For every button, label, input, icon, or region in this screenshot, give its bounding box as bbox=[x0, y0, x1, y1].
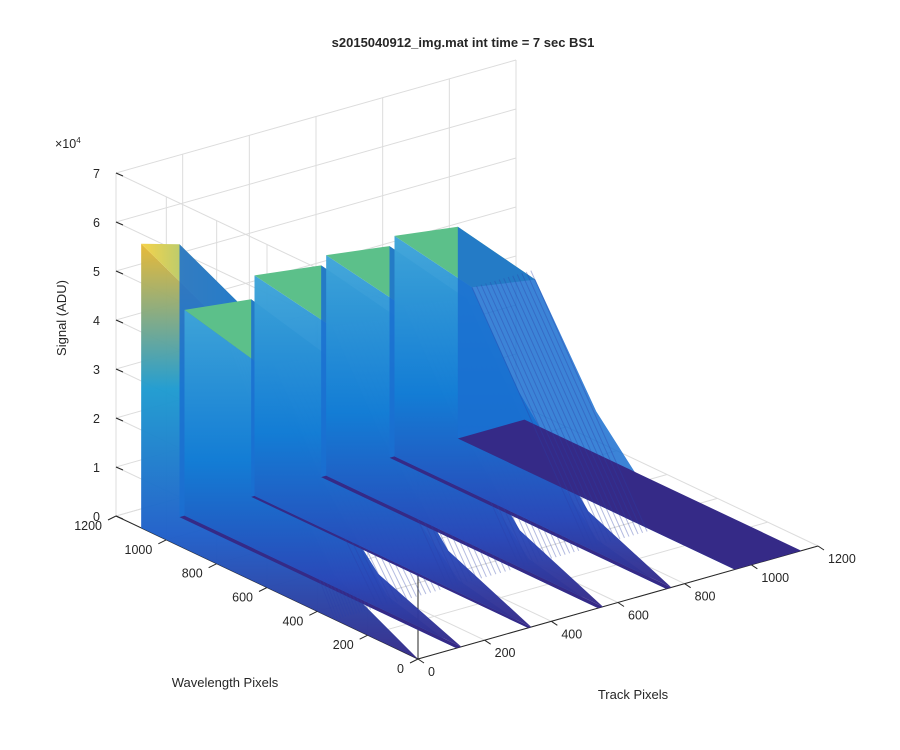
z-tick-label: 4 bbox=[93, 314, 100, 328]
z-tick-label: 3 bbox=[93, 363, 100, 377]
surface-streak bbox=[480, 284, 598, 546]
surface-streak bbox=[485, 283, 603, 545]
z-exponent-label: ×104 bbox=[55, 136, 81, 151]
z-tick bbox=[115, 417, 124, 422]
y-tick-label: 400 bbox=[282, 614, 303, 628]
surface-floor bbox=[179, 515, 462, 649]
x-tick bbox=[417, 658, 425, 664]
z-tick bbox=[115, 515, 124, 520]
y-tick-label: 200 bbox=[333, 638, 354, 652]
surface-streak bbox=[525, 271, 644, 533]
x-tick-label: 400 bbox=[561, 627, 582, 641]
surface-floor bbox=[321, 475, 603, 609]
y-tick bbox=[158, 539, 167, 545]
x-tick-label: 1000 bbox=[761, 571, 789, 585]
z-tick bbox=[115, 466, 124, 471]
surface-streak bbox=[498, 279, 616, 541]
z-tick bbox=[115, 221, 124, 226]
y-tick bbox=[359, 634, 368, 640]
y-tick-label: 1000 bbox=[125, 543, 153, 557]
x-tick bbox=[551, 620, 558, 626]
surface-streak bbox=[476, 285, 594, 548]
y-tick bbox=[208, 563, 217, 569]
x-tick bbox=[817, 545, 825, 551]
x-tick bbox=[684, 583, 691, 589]
z-axis-label: Signal (ADU) bbox=[54, 280, 69, 356]
z-tick-label: 7 bbox=[93, 167, 100, 181]
z-tick-label: 5 bbox=[93, 265, 100, 279]
z-tick bbox=[115, 270, 124, 275]
y-tick bbox=[309, 610, 318, 616]
y-tick bbox=[107, 515, 117, 521]
surface-streak bbox=[530, 270, 648, 532]
surface-floor bbox=[251, 495, 532, 628]
z-tick bbox=[115, 172, 124, 177]
x-tick bbox=[617, 602, 625, 607]
x-tick-label: 200 bbox=[495, 646, 516, 660]
z-tick-label: 6 bbox=[93, 216, 100, 230]
z-tick-label: 2 bbox=[93, 412, 100, 426]
tick-labels: 0123456702004006008001000120002004006008… bbox=[74, 167, 856, 679]
x-tick-label: 800 bbox=[695, 590, 716, 604]
surface-streak bbox=[503, 278, 621, 540]
surface-data bbox=[141, 226, 802, 659]
y-tick-label: 600 bbox=[232, 591, 253, 605]
surface-floor bbox=[389, 456, 672, 589]
surface-streak bbox=[494, 280, 612, 542]
y-tick-label: 1200 bbox=[74, 519, 102, 533]
x-tick bbox=[484, 639, 491, 645]
surface-streak bbox=[489, 281, 607, 544]
surface-side bbox=[457, 226, 735, 570]
z-tick bbox=[115, 319, 124, 324]
chart-title: s2015040912_img.mat int time = 7 sec BS1 bbox=[332, 35, 595, 50]
surface-floor bbox=[457, 419, 802, 570]
x-tick bbox=[751, 564, 758, 570]
y-tick bbox=[258, 587, 268, 592]
surface-streak bbox=[516, 274, 634, 536]
x-axis-label: Track Pixels bbox=[598, 687, 669, 702]
surface-streak bbox=[471, 287, 589, 549]
surface-streak bbox=[521, 272, 639, 535]
z-tick-label: 0 bbox=[93, 510, 100, 524]
x-tick-label: 0 bbox=[428, 665, 435, 679]
y-tick-label: 0 bbox=[397, 662, 404, 676]
x-tick-label: 1200 bbox=[828, 552, 856, 566]
y-tick-label: 800 bbox=[182, 567, 203, 581]
y-axis-label: Wavelength Pixels bbox=[172, 675, 279, 690]
x-tick-label: 600 bbox=[628, 609, 649, 623]
z-tick-label: 1 bbox=[93, 461, 100, 475]
surface-streak bbox=[507, 276, 625, 539]
z-tick bbox=[115, 368, 124, 373]
surface-band bbox=[394, 226, 802, 588]
surface-streak bbox=[512, 275, 630, 537]
y-tick bbox=[409, 658, 419, 664]
